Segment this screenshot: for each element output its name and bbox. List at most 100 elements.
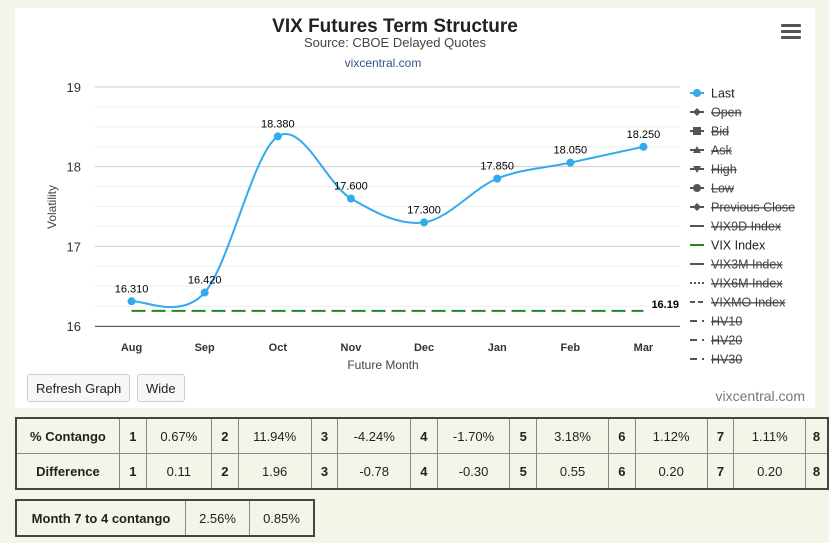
last-data-point[interactable]: [346, 194, 355, 203]
last-data-point[interactable]: [127, 297, 136, 306]
x-tick-label: Aug: [121, 342, 142, 354]
grid: [95, 86, 680, 327]
legend-item[interactable]: VIX Index: [690, 239, 766, 253]
table-row: % Contango 1 0.67% 2 11.94% 3 -4.24% 4 -1.70% 5 3.…: [15, 417, 829, 454]
table-cell: -0.30: [436, 453, 511, 490]
y-tick-label: 18: [67, 160, 81, 175]
month-contango-value: 2.56%: [185, 499, 250, 537]
legend-label: Bid: [711, 125, 729, 139]
legend-item[interactable]: HV30: [690, 353, 742, 367]
legend-item[interactable]: VIXMO Index: [690, 296, 786, 310]
last-data-label: 18.250: [627, 129, 661, 141]
table-row: Difference 1 0.11 2 1.96 3 -0.78 4 -0.30 5 0.55 6 0.…: [15, 453, 829, 490]
refresh-graph-button[interactable]: Refresh Graph: [27, 374, 131, 402]
month-number: 1: [118, 453, 147, 490]
legend-item[interactable]: Bid: [690, 125, 729, 139]
legend-item[interactable]: Open: [690, 106, 742, 120]
legend-marker: [693, 108, 701, 116]
month-number: 2: [210, 417, 239, 454]
table-cell: 11.94%: [237, 417, 312, 454]
table-cell: 0.67%: [145, 417, 212, 454]
last-data-point[interactable]: [493, 174, 502, 183]
table-cell: 0.20: [634, 453, 708, 490]
legend-marker: [693, 184, 701, 192]
legend-item[interactable]: High: [690, 163, 737, 177]
month-contango-label: Month 7 to 4 contango: [15, 499, 186, 537]
legend-label: Low: [711, 182, 735, 196]
legend: Last Open Bid Ask High Low Previous Close VIX9D…: [690, 87, 795, 367]
wide-button[interactable]: Wide: [137, 374, 185, 402]
table-cell: -0.78: [337, 453, 411, 490]
last-data-point[interactable]: [420, 218, 429, 227]
last-data-label: 17.300: [407, 204, 441, 216]
vix-term-structure-chart: VIX Futures Term Structure Source: CBOE …: [45, 16, 805, 404]
last-data-point[interactable]: [273, 132, 282, 141]
legend-label: VIX9D Index: [711, 220, 782, 234]
legend-label: Ask: [711, 144, 733, 158]
table-row: Month 7 to 4 contango 2.56% 0.85%: [15, 499, 315, 537]
chart-menu-icon[interactable]: [781, 24, 801, 40]
legend-item[interactable]: Previous Close: [690, 201, 795, 215]
month-number: 6: [607, 453, 636, 490]
last-data-point[interactable]: [639, 142, 648, 151]
data-labels: 16.19 16.310 16.420 18.380 17.600 17.300 17.85…: [115, 118, 679, 310]
row-label: % Contango: [15, 417, 120, 454]
legend-label: VIXMO Index: [711, 296, 786, 310]
legend-item[interactable]: Low: [690, 182, 735, 196]
x-tick-label: Mar: [634, 342, 654, 354]
legend-label: HV20: [711, 334, 742, 348]
month-number: 3: [310, 453, 339, 490]
month-number: 4: [409, 417, 438, 454]
last-data-label: 18.050: [553, 145, 587, 157]
chart-subtitle: Source: CBOE Delayed Quotes: [304, 35, 487, 50]
legend-label: HV30: [711, 353, 742, 367]
x-axis-title: Future Month: [347, 358, 418, 372]
legend-marker: [693, 203, 701, 211]
legend-marker: [693, 127, 701, 135]
table-cell: 0.20: [733, 453, 807, 490]
month-number: 7: [706, 453, 735, 490]
last-series-line: [131, 133, 644, 309]
month-number: 5: [509, 453, 538, 490]
legend-item[interactable]: Last: [690, 87, 735, 101]
legend-marker: [693, 166, 701, 173]
table-cell: -4.24%: [337, 417, 411, 454]
legend-item[interactable]: VIX3M Index: [690, 258, 783, 272]
legend-marker: [693, 89, 701, 97]
table-cell: 1.12%: [634, 417, 708, 454]
y-axis-title: Volatility: [45, 185, 59, 229]
chart-title: VIX Futures Term Structure: [272, 16, 518, 37]
legend-item[interactable]: VIX6M Index: [690, 277, 783, 291]
contango-table: % Contango 1 0.67% 2 11.94% 3 -4.24% 4 -1.70% 5 3.…: [15, 417, 829, 490]
legend-marker: [693, 146, 701, 153]
legend-item[interactable]: VIX9D Index: [690, 220, 782, 234]
x-tick-label: Sep: [195, 342, 215, 354]
legend-label: Last: [711, 87, 735, 101]
legend-item[interactable]: HV10: [690, 315, 742, 329]
month-number: 8: [805, 417, 829, 454]
legend-item[interactable]: HV20: [690, 334, 742, 348]
month-number: 6: [607, 417, 636, 454]
table-cell: 1.11%: [733, 417, 807, 454]
month-number: 8: [805, 453, 829, 490]
y-tick-label: 19: [67, 80, 81, 95]
legend-label: High: [711, 163, 737, 177]
last-data-label: 16.420: [188, 275, 222, 287]
legend-item[interactable]: Ask: [690, 144, 733, 158]
month-number: 5: [509, 417, 538, 454]
last-data-label: 17.850: [480, 161, 514, 173]
chart-panel: VIX Futures Term Structure Source: CBOE …: [15, 8, 815, 408]
source-link[interactable]: vixcentral.com: [345, 56, 422, 70]
x-tick-label: Oct: [269, 342, 288, 354]
credit-text[interactable]: vixcentral.com: [716, 388, 805, 404]
last-data-label: 16.310: [115, 283, 149, 295]
axes: 16 17 18 19 Aug Sep Oct Nov Dec Jan Feb Mar: [67, 80, 680, 354]
table-cell: -1.70%: [436, 417, 511, 454]
series: [127, 132, 648, 312]
legend-label: VIX3M Index: [711, 258, 783, 272]
last-data-point[interactable]: [566, 158, 575, 167]
last-data-point[interactable]: [200, 288, 209, 297]
month-contango-value: 0.85%: [249, 499, 315, 537]
month-number: 1: [118, 417, 147, 454]
row-label: Difference: [15, 453, 120, 490]
